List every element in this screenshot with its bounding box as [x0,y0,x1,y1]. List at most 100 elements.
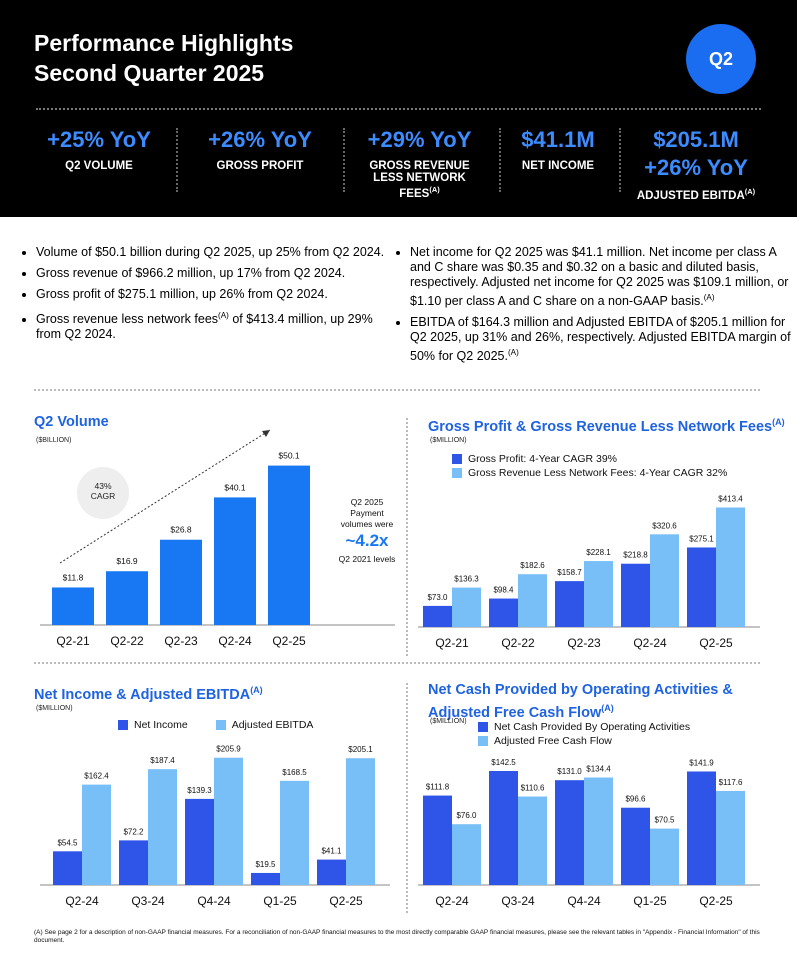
highlight-bullet: Volume of $50.1 billion during Q2 2025, … [36,245,396,260]
legend-item: Adjusted EBITDA [215,718,314,732]
bar [214,497,256,625]
bar [621,563,650,627]
legend-swatch [478,736,488,746]
data-label: $187.4 [150,756,175,765]
section-divider [406,683,408,913]
legend-item: Net Income [118,718,188,732]
bar [268,465,310,625]
data-label: $205.9 [216,745,241,754]
data-label: $162.4 [84,772,109,781]
header-banner: Performance Highlights Second Quarter 20… [0,0,797,217]
bar [52,587,94,625]
highlight-bullet: EBITDA of $164.3 million and Adjusted EB… [410,315,797,364]
data-label: $275.1 [689,534,714,543]
annotation-multiple: ~4.2x [345,531,389,550]
data-label: $168.5 [282,768,307,777]
tick-label: Q1-25 [263,894,297,908]
legend-label: Net Cash Provided By Operating Activitie… [494,721,691,733]
data-label: $136.3 [454,575,479,584]
data-label: $50.1 [278,451,300,461]
legend-swatch [452,454,462,464]
data-label: $182.6 [520,561,545,570]
highlight-bullet: Net income for Q2 2025 was $41.1 million… [410,245,797,309]
chart-legend: Gross Profit: 4-Year CAGR 39% Gross Reve… [452,452,727,480]
bar [650,828,679,885]
chart-title: Net Income & Adjusted EBITDA(A) [34,681,263,704]
chart-title: Q2 Volume [34,414,109,430]
chart-title-footnote: (A) [601,703,614,713]
bar [119,840,148,885]
chart-title-footnote: (A) [250,685,263,695]
footnote-marker: (A) [429,185,440,194]
data-label: $96.6 [625,795,646,804]
cagr-badge-label: CAGR [91,491,116,501]
bar [452,587,481,627]
data-label: $111.8 [426,783,450,792]
kpi-value: +26% YoY [208,127,312,152]
data-label: $72.2 [123,827,144,836]
data-label: $70.5 [654,816,675,825]
bar [346,758,375,885]
tick-label: Q2-24 [435,894,469,908]
data-label: $26.8 [170,525,192,535]
bar [716,790,745,885]
kpi-label: Q2 VOLUME [65,160,133,172]
bar [489,598,518,627]
tick-label: Q2-24 [218,634,252,648]
data-label: $205.1 [348,745,373,754]
highlight-bullet: Gross revenue of $966.2 million, up 17% … [36,266,396,281]
trend-arrow [59,429,271,564]
legend-item: Adjusted Free Cash Flow [478,734,690,748]
data-label: $117.6 [719,778,743,787]
kpi-label: GROSS PROFIT [216,160,304,172]
data-label: $110.6 [521,784,545,793]
bar [160,539,202,625]
tick-label: Q3-24 [501,894,535,908]
kpi-separator [619,128,621,192]
chart-unit: ($MILLION) [36,705,73,712]
kpi-value: $205.1M +26% YoY [644,127,748,180]
kpi-label: NET INCOME [521,160,595,172]
net-income-chart: $54.5 $162.4 Q2-24 $72.2 $187.4 Q3-24 $139.3 $2… [40,745,390,908]
data-label: $134.4 [586,764,611,773]
tick-label: Q2-25 [272,634,306,648]
section-divider [34,662,760,664]
bar [650,534,679,627]
quarter-badge: Q2 [686,24,756,94]
section-divider [406,418,408,656]
net-cash-chart: $111.8 $76.0 Q2-24 $142.5 $110.6 Q3-24 $131.0 $… [418,758,760,908]
legend-label: Gross Profit: 4-Year CAGR 39% [468,453,617,465]
data-label: $131.0 [557,767,582,776]
footnote: (A) See page 2 for a description of non-… [34,929,760,944]
data-label: $11.8 [63,572,84,582]
bar [555,780,584,885]
chart-title-text: Net Income & Adjusted EBITDA [34,686,251,703]
kpi-label-text: GROSS REVENUE LESS NETWORK FEES(A) [369,160,470,200]
data-label: $41.1 [321,847,342,856]
bar [423,605,452,627]
data-label: $16.9 [116,556,138,566]
legend-label: Adjusted EBITDA [231,719,314,731]
tick-label: Q2-21 [435,636,469,650]
chart-title-text: Gross Profit & Gross Revenue Less Networ… [428,418,773,435]
section-divider [34,389,760,391]
highlight-bullet: Gross revenue less network fees(A) of $4… [36,308,396,342]
kpi-label-text: ADJUSTED EBITDA(A) [636,187,756,202]
legend-swatch [478,722,488,732]
kpi-volume: +25% YoY Q2 VOLUME [34,126,164,172]
bar [185,798,214,885]
kpi-gross-revenue: +29% YoY GROSS REVENUE LESS NETWORK FEES… [352,126,487,200]
bar [584,561,613,627]
annotation-text: Payment [350,508,384,518]
highlights-list-right: Net income for Q2 2025 was $41.1 million… [392,245,797,370]
kpi-separator [176,128,178,192]
tick-label: Q2-22 [110,634,144,648]
legend-item: Gross Profit: 4-Year CAGR 39% [452,452,727,466]
tick-label: Q2-24 [633,636,667,650]
bar [555,581,584,627]
bar [716,507,745,627]
bar [452,824,481,885]
chart-unit: ($MILLION) [430,718,467,725]
cagr-badge-label: 43% [94,481,111,491]
bar [621,807,650,885]
